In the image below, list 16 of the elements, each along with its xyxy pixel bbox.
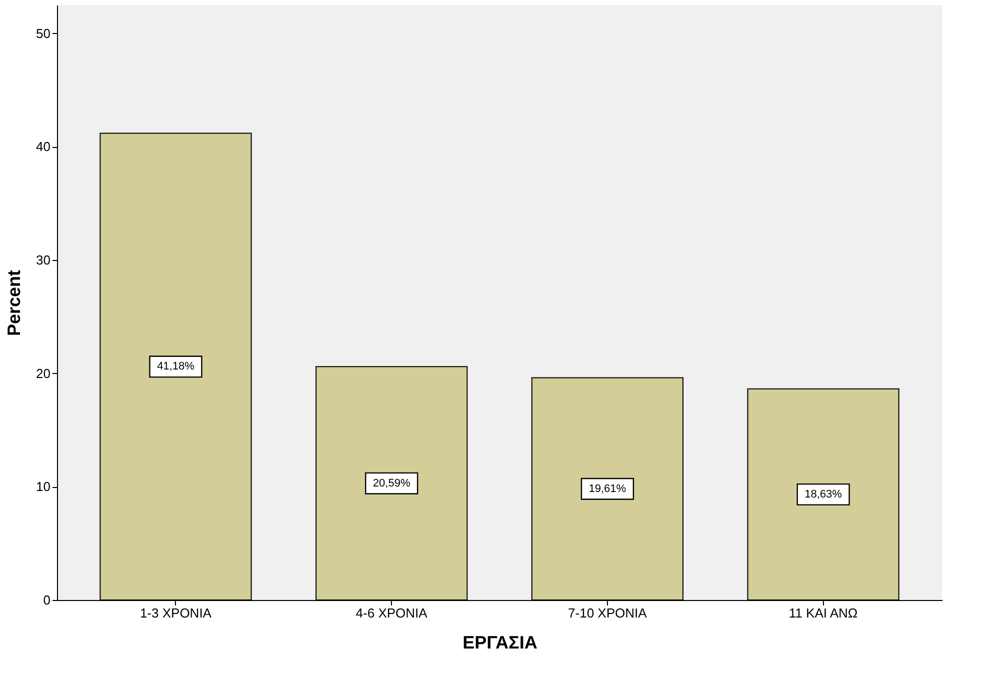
y-tick-label: 50: [36, 26, 50, 41]
y-axis-title: Percent: [4, 270, 24, 336]
x-axis-title: ΕΡΓΑΣΙΑ: [462, 632, 538, 652]
data-label: 18,63%: [804, 488, 842, 500]
y-tick-label: 20: [36, 366, 50, 381]
y-tick-label: 10: [36, 479, 50, 494]
x-tick-label: 7-10 ΧΡΟΝΙΑ: [568, 606, 648, 620]
data-label: 19,61%: [588, 482, 626, 495]
y-tick-label: 40: [36, 139, 50, 154]
x-tick-label: 11 ΚΑΙ ΑΝΩ: [788, 606, 858, 620]
x-tick-label: 4-6 ΧΡΟΝΙΑ: [356, 606, 428, 620]
data-label: 41,18%: [157, 360, 195, 373]
data-label: 20,59%: [372, 477, 410, 490]
y-tick-label: 0: [43, 592, 50, 608]
x-tick-label: 1-3 ΧΡΟΝΙΑ: [140, 606, 212, 620]
y-tick-label: 30: [36, 252, 50, 268]
